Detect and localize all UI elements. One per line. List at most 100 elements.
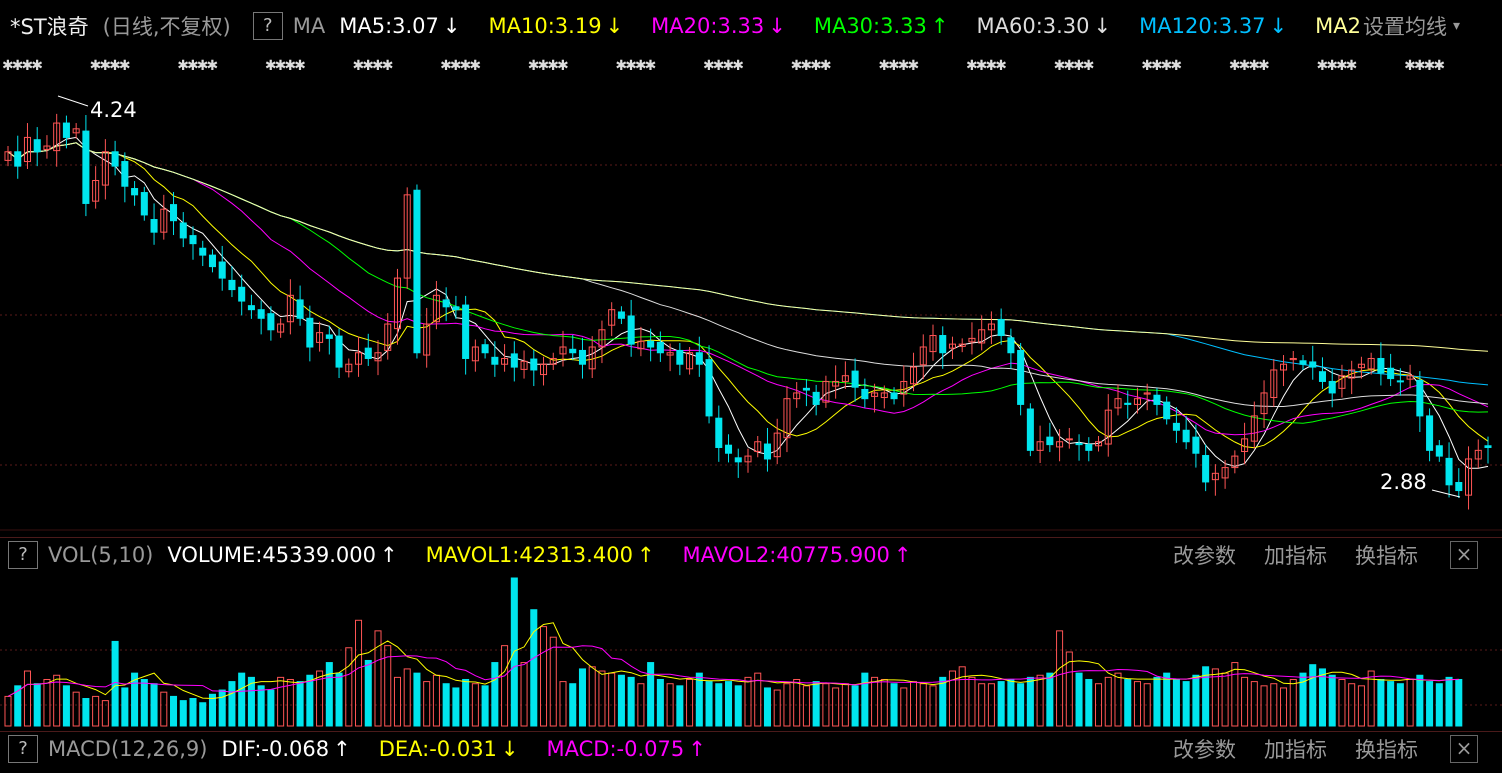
event-marker-icon: ✱ <box>1083 58 1095 74</box>
candle-body <box>1124 402 1132 405</box>
help-button[interactable]: ? <box>8 541 38 569</box>
event-marker-icon: ✱ <box>1239 58 1251 74</box>
candle-body <box>325 334 333 339</box>
volume-bar <box>1143 683 1151 727</box>
event-marker-icon: ✱ <box>800 58 812 74</box>
ma-lines <box>7 136 1489 469</box>
volume-bar <box>861 672 869 727</box>
candle-body <box>569 348 577 354</box>
candle-body <box>1289 357 1297 361</box>
close-icon[interactable]: × <box>1450 735 1478 763</box>
candle-body <box>1338 375 1346 389</box>
event-marker-icon: ✱ <box>21 58 33 74</box>
candle-body <box>101 151 109 186</box>
candle-body <box>393 277 401 330</box>
switch-indicator-button[interactable]: 换指标 <box>1355 544 1418 568</box>
candle-body <box>335 335 343 368</box>
settings-ma-button[interactable]: 设置均线 ▾ <box>1358 11 1474 41</box>
candle-body <box>1056 441 1064 448</box>
candle-body <box>403 194 411 279</box>
candle-body <box>121 161 129 187</box>
event-marker-icon: ✱ <box>353 58 365 74</box>
candle-body <box>1318 371 1326 382</box>
ma120-line <box>7 142 1489 386</box>
volume-bar <box>62 685 70 727</box>
volume-bar <box>121 687 129 727</box>
volume-bar <box>812 681 820 727</box>
candle-body <box>286 294 294 323</box>
volume-bar <box>247 676 255 727</box>
volume-bar <box>257 685 265 727</box>
candle-body <box>208 254 216 268</box>
event-marker-icon: ✱ <box>284 58 296 74</box>
volume-bar <box>1357 685 1365 727</box>
ma-header: *ST浪奇 (日线,不复权) ? MA MA5:3.07 ↓ MA10:3.19 ↓… <box>0 8 1502 44</box>
help-button[interactable]: ? <box>8 735 38 763</box>
candle-body <box>617 311 625 319</box>
switch-indicator-button[interactable]: 换指标 <box>1355 738 1418 762</box>
volume-bar <box>393 676 401 727</box>
candle-body <box>413 189 421 354</box>
volume-bar <box>666 683 674 727</box>
high-arrow <box>57 95 89 107</box>
event-marker-icon: ✱ <box>382 58 394 74</box>
volume-bar <box>695 672 703 727</box>
candle-body <box>676 349 684 365</box>
candle-body <box>608 309 616 326</box>
candle-body <box>1387 367 1395 380</box>
volume-bar <box>53 674 61 727</box>
mavol1-line <box>7 622 1459 700</box>
candle-body <box>140 192 148 216</box>
modify-params-button[interactable]: 改参数 <box>1173 544 1236 568</box>
candle-body <box>296 299 304 319</box>
candle-body <box>471 346 479 362</box>
volume-bar <box>725 681 733 727</box>
candle-body <box>598 329 606 348</box>
help-button[interactable]: ? <box>252 12 283 40</box>
add-indicator-button[interactable]: 加指标 <box>1264 738 1327 762</box>
volume-bar <box>1250 681 1258 727</box>
candle-body <box>199 247 207 256</box>
close-icon[interactable]: × <box>1450 541 1478 569</box>
event-marker-icon: ✱ <box>625 58 637 74</box>
vol-item: VOLUME:45339.000 ↑ <box>167 543 398 567</box>
volume-bar <box>549 636 557 727</box>
volume-bar <box>218 689 226 727</box>
volume-bar <box>978 683 986 727</box>
event-marker-icon: ✱ <box>1054 58 1066 74</box>
candle-body <box>715 417 723 448</box>
volume-bar <box>43 678 51 727</box>
volume-bar <box>569 683 577 727</box>
volume-bar <box>598 670 606 727</box>
candle-body <box>1465 458 1473 496</box>
candle-body <box>1280 363 1288 371</box>
event-marker-icon: ✱ <box>1414 58 1426 74</box>
low-arrow <box>1431 489 1461 498</box>
candle-body <box>160 208 168 233</box>
volume-bar <box>929 685 937 727</box>
volume-tools: 改参数 加指标 换指标 × <box>1159 540 1492 570</box>
volume-bar <box>939 676 947 727</box>
volume-bar <box>987 683 995 727</box>
volume-bar <box>520 662 528 727</box>
add-indicator-button[interactable]: 加指标 <box>1264 544 1327 568</box>
volume-bar <box>754 672 762 727</box>
candle-body <box>832 380 840 387</box>
candle-body <box>1299 360 1307 365</box>
event-marker-icon: ✱ <box>460 58 472 74</box>
event-marker-icon: ✱ <box>985 58 997 74</box>
modify-params-button[interactable]: 改参数 <box>1173 738 1236 762</box>
candle-body <box>578 349 586 365</box>
stock-name[interactable]: *ST浪奇 <box>10 15 89 39</box>
volume-bar <box>559 681 567 727</box>
candle-body <box>179 222 187 239</box>
volume-bar <box>1406 678 1414 727</box>
vol-item: MAVOL1:42313.400 ↑ <box>425 543 655 567</box>
macd-header: ? MACD(12,26,9) DIF:-0.068 ↑ DEA:-0.031 ↓ … <box>0 731 1502 766</box>
volume-bar <box>1455 678 1463 727</box>
volume-bar <box>1367 670 1375 727</box>
candle-body <box>627 315 635 345</box>
event-marker-icon: ✱ <box>538 58 550 74</box>
volume-bar <box>1104 676 1112 727</box>
volume-bar <box>1280 687 1288 727</box>
